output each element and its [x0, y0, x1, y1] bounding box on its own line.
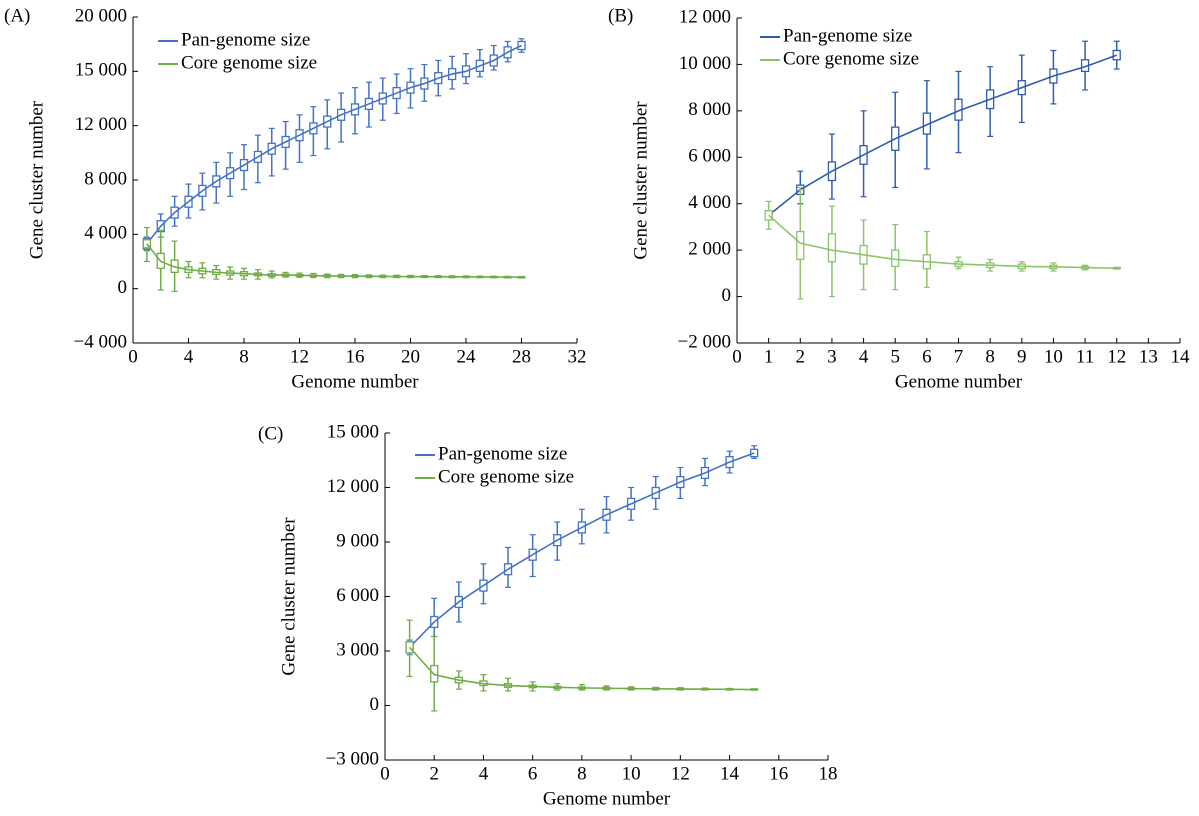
legend-label: Core genome size [783, 48, 919, 69]
y-axis-label: Gene cluster number [630, 101, 651, 260]
y-tick-label: −4 000 [74, 331, 127, 352]
x-tick-label: 11 [1076, 346, 1094, 367]
y-tick-label: 9 000 [336, 530, 379, 551]
x-tick-label: 0 [380, 763, 390, 784]
y-tick-label: 3 000 [336, 639, 379, 660]
x-tick-label: 13 [1139, 346, 1158, 367]
box [796, 230, 805, 261]
y-tick-label: 6 000 [336, 585, 379, 606]
x-tick-label: 9 [1017, 346, 1027, 367]
x-axis-label: Genome number [291, 371, 419, 392]
box [827, 233, 837, 263]
x-tick-label: 20 [401, 346, 420, 367]
x-tick-label: 28 [512, 346, 531, 367]
x-tick-label: 16 [769, 763, 788, 784]
x-tick-label: 7 [954, 346, 964, 367]
y-tick-label: 8 000 [84, 168, 127, 189]
y-tick-label: 15 000 [75, 60, 127, 81]
x-axis-label: Genome number [895, 371, 1023, 392]
y-tick-label: 4 000 [84, 223, 127, 244]
y-tick-label: 0 [118, 277, 128, 298]
x-tick-label: 4 [859, 346, 869, 367]
legend-label: Pan-genome size [783, 25, 912, 46]
x-tick-label: 12 [671, 763, 690, 784]
x-tick-label: 14 [720, 763, 740, 784]
fit-line [409, 452, 755, 648]
legend-label: Pan-genome size [181, 29, 310, 50]
x-tick-label: 12 [290, 346, 309, 367]
x-tick-label: 8 [985, 346, 995, 367]
x-tick-label: 6 [922, 346, 932, 367]
x-tick-label: 10 [1044, 346, 1063, 367]
y-axis-label: Gene cluster number [26, 100, 47, 259]
x-tick-label: 3 [827, 346, 837, 367]
x-tick-label: 16 [346, 346, 365, 367]
x-axis-label: Genome number [543, 788, 671, 809]
x-tick-label: 32 [568, 346, 587, 367]
fit-line [409, 646, 755, 691]
x-tick-label: 1 [764, 346, 774, 367]
x-tick-label: 18 [819, 763, 838, 784]
fit-line [146, 243, 522, 278]
x-tick-label: 12 [1107, 346, 1126, 367]
legend-label: Pan-genome size [438, 443, 567, 464]
y-tick-label: 15 000 [327, 421, 379, 442]
fit-line [146, 44, 522, 245]
y-tick-label: 20 000 [75, 5, 127, 26]
x-tick-label: 0 [128, 346, 138, 367]
y-tick-label: 8 000 [688, 99, 731, 120]
y-tick-label: 0 [722, 285, 732, 306]
y-tick-label: −3 000 [326, 748, 379, 769]
legend-label: Core genome size [181, 52, 317, 73]
y-tick-label: 2 000 [688, 239, 731, 260]
legend-label: Core genome size [438, 466, 574, 487]
x-tick-label: 8 [239, 346, 249, 367]
x-tick-label: 14 [1171, 346, 1191, 367]
x-tick-label: 4 [184, 346, 194, 367]
panel-label: (C) [258, 423, 283, 444]
x-tick-label: 8 [577, 763, 587, 784]
fit-line [768, 214, 1117, 270]
y-axis-label: Gene cluster number [278, 517, 299, 676]
x-tick-label: 0 [732, 346, 742, 367]
y-tick-label: −2 000 [678, 331, 731, 352]
x-tick-label: 6 [528, 763, 538, 784]
panel-label: (A) [4, 5, 30, 26]
y-tick-label: 6 000 [688, 146, 731, 167]
panel-label: (B) [608, 5, 633, 26]
x-tick-label: 2 [429, 763, 439, 784]
fit-line [768, 54, 1117, 216]
y-tick-label: 12 000 [679, 6, 731, 27]
y-tick-label: 0 [370, 694, 380, 715]
x-tick-label: 24 [457, 346, 477, 367]
x-tick-label: 4 [479, 763, 489, 784]
y-tick-label: 4 000 [688, 192, 731, 213]
x-tick-label: 2 [796, 346, 806, 367]
y-tick-label: 12 000 [75, 114, 127, 135]
y-tick-label: 12 000 [327, 476, 379, 497]
x-tick-label: 10 [622, 763, 641, 784]
x-tick-label: 5 [890, 346, 900, 367]
y-tick-label: 10 000 [679, 53, 731, 74]
